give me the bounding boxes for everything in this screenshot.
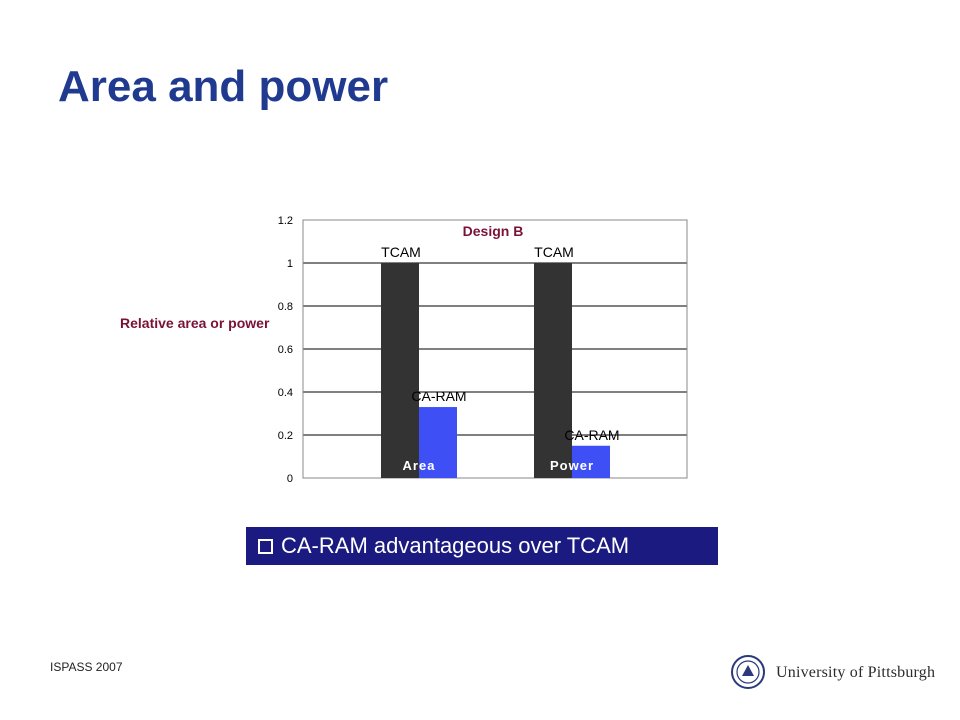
- conclusion-callout: CA-RAM advantageous over TCAM: [246, 527, 718, 565]
- bar-data-label: CA-RAM: [411, 388, 466, 404]
- university-logo-text: University of Pittsburgh: [776, 664, 936, 681]
- plot-area-frame: [302, 219, 688, 479]
- chart-title: Design B: [463, 223, 524, 239]
- y-tick-label: 1: [287, 258, 293, 270]
- footer-conference-label: ISPASS 2007: [50, 660, 123, 674]
- bar-ca-ram-power: [572, 445, 610, 478]
- checkbox-bullet-icon: [258, 539, 273, 554]
- y-tick-label: 1.2: [278, 215, 293, 227]
- bar-data-label: CA-RAM: [564, 427, 619, 443]
- callout-text: CA-RAM advantageous over TCAM: [281, 533, 630, 558]
- y-tick-label: 0.4: [278, 387, 293, 399]
- chart-y-axis-label: Relative area or power: [120, 315, 270, 331]
- y-tick-label: 0.2: [278, 430, 293, 442]
- bar-tcam-area: [381, 263, 419, 478]
- category-label: Area: [403, 458, 436, 473]
- y-tick-label: 0.6: [278, 344, 293, 356]
- bar-ca-ram-area: [419, 407, 457, 478]
- category-label: Power: [550, 458, 594, 473]
- bar-tcam-power: [534, 263, 572, 478]
- bar-data-label: TCAM: [381, 244, 421, 260]
- bar-data-label: TCAM: [534, 244, 574, 260]
- y-tick-label: 0: [287, 473, 293, 485]
- y-tick-label: 0.8: [278, 301, 293, 313]
- slide-title: Area and power: [58, 62, 389, 111]
- university-seal-icon: [731, 655, 765, 689]
